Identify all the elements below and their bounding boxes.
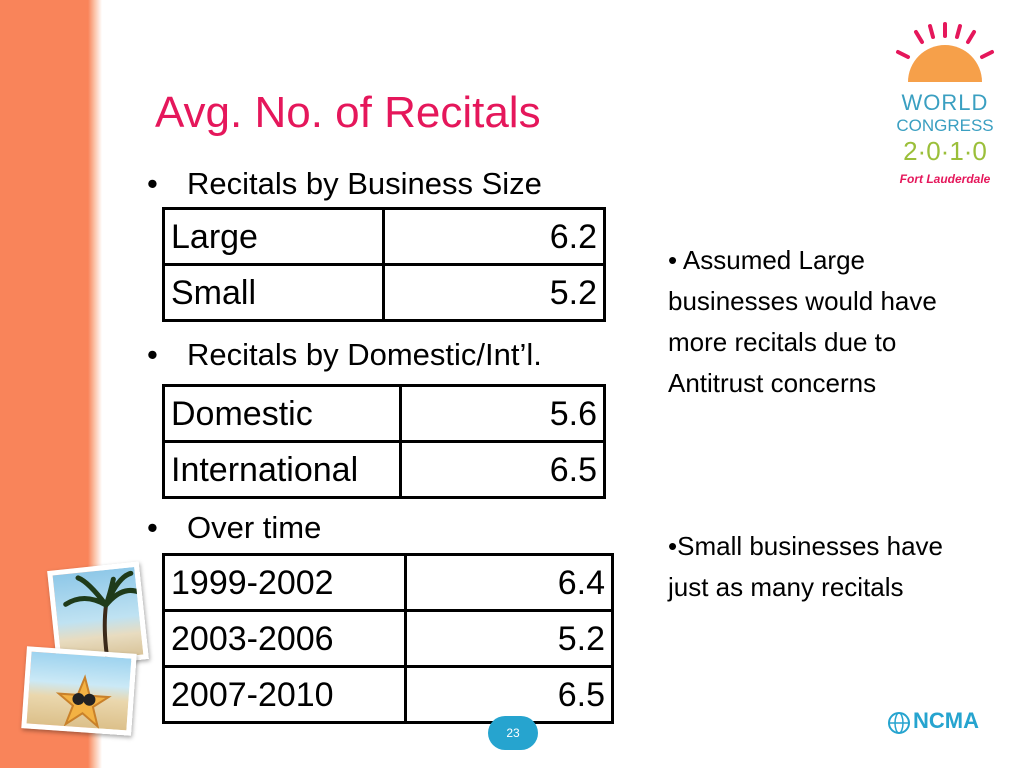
world-congress-logo: WORLD CONGRESS 2·0·1·0 Fort Lauderdale (886, 20, 1004, 200)
bullet-marker: • (147, 337, 158, 372)
section-heading-text: Over time (187, 510, 322, 545)
sun-icon (896, 22, 994, 82)
table-cell-value: 5.6 (399, 384, 606, 443)
section-heading-text: Recitals by Domestic/Int’l. (187, 337, 542, 372)
note-large-businesses: • Assumed Large businesses would have mo… (668, 245, 937, 398)
table-row: International 6.5 (162, 440, 606, 499)
table-cell-label: 2007-2010 (162, 665, 407, 724)
table-cell-value: 6.4 (404, 553, 614, 612)
table-row: Domestic 5.6 (162, 384, 606, 443)
section-heading-domestic-intl: • Recitals by Domestic/Int’l. (147, 337, 542, 373)
starfish-beach-photo (21, 646, 137, 736)
table-cell-label: Large (162, 207, 385, 266)
table-cell-label: Small (162, 263, 385, 322)
table-row: 2007-2010 6.5 (162, 665, 614, 724)
globe-icon (888, 712, 910, 734)
table-cell-label: International (162, 440, 402, 499)
table-cell-label: Domestic (162, 384, 402, 443)
ncma-logo-text: NCMA (913, 708, 979, 733)
business-size-table: Large 6.2 Small 5.2 (162, 207, 606, 322)
logo-line-congress: CONGRESS (896, 116, 994, 135)
table-cell-value: 6.5 (404, 665, 614, 724)
table-cell-value: 6.5 (399, 440, 606, 499)
table-row: 2003-2006 5.2 (162, 609, 614, 668)
table-cell-value: 5.2 (382, 263, 606, 322)
table-cell-value: 5.2 (404, 609, 614, 668)
section-heading-text: Recitals by Business Size (187, 166, 542, 201)
domestic-intl-table: Domestic 5.6 International 6.5 (162, 384, 606, 499)
table-row: Large 6.2 (162, 207, 606, 266)
logo-line-world: WORLD (901, 90, 989, 115)
table-cell-value: 6.2 (382, 207, 606, 266)
page-number-badge: 23 (488, 716, 538, 750)
over-time-table: 1999-2002 6.4 2003-2006 5.2 2007-2010 6.… (162, 553, 614, 724)
table-cell-label: 2003-2006 (162, 609, 407, 668)
note-small-businesses: •Small businesses have just as many reci… (668, 531, 944, 602)
table-cell-label: 1999-2002 (162, 553, 407, 612)
ncma-logo: NCMA (887, 708, 999, 738)
slide-title: Avg. No. of Recitals (155, 88, 541, 137)
section-heading-over-time: • Over time (147, 510, 321, 546)
table-row: Small 5.2 (162, 263, 606, 322)
bullet-marker: • (147, 510, 158, 545)
starfish-icon (55, 674, 112, 730)
bullet-marker: • (147, 166, 158, 201)
logo-line-year: 2·0·1·0 (903, 136, 987, 166)
section-heading-business-size: • Recitals by Business Size (147, 166, 542, 202)
logo-line-location: Fort Lauderdale (899, 172, 991, 186)
table-row: 1999-2002 6.4 (162, 553, 614, 612)
